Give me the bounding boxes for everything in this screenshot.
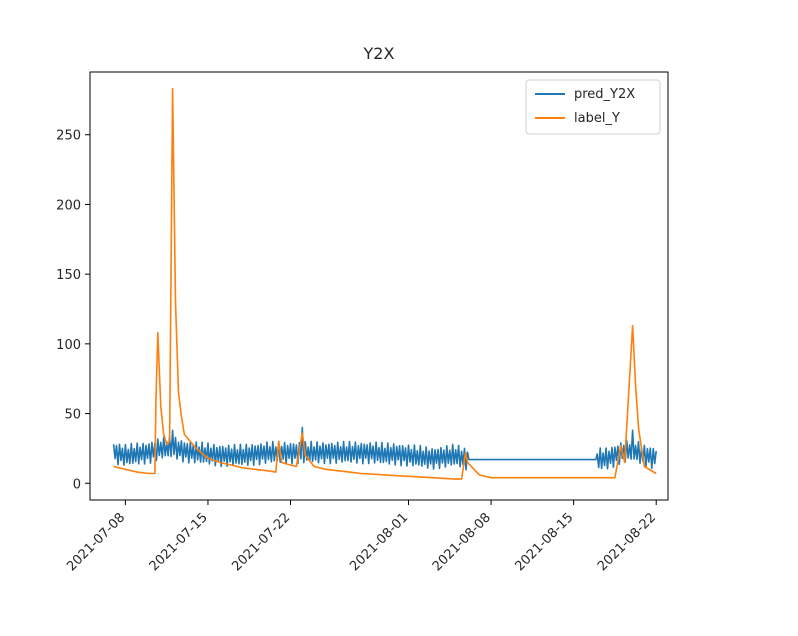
y-axis: 0 50 100 150 200 250 bbox=[56, 129, 90, 492]
x-tick-label: 2021-08-15 bbox=[512, 510, 576, 574]
series-line-label_Y bbox=[113, 87, 657, 480]
x-tick-label: 2021-08-01 bbox=[347, 510, 411, 574]
y-tick-label: 200 bbox=[56, 198, 81, 213]
y-tick-label: 250 bbox=[56, 129, 81, 144]
legend-label-pred: pred_Y2X bbox=[574, 87, 635, 102]
legend: pred_Y2X label_Y bbox=[525, 79, 661, 135]
series-line-pred_Y2X bbox=[112, 426, 657, 471]
y-tick-label: 100 bbox=[56, 338, 81, 353]
legend-label-label: label_Y bbox=[574, 111, 620, 126]
plot-frame bbox=[89, 71, 669, 501]
x-axis: 2021-07-08 2021-07-15 2021-07-22 2021-08-01… bbox=[64, 500, 659, 574]
x-tick-label: 2021-08-22 bbox=[595, 510, 659, 574]
x-tick-label: 2021-07-22 bbox=[229, 510, 293, 574]
x-tick-label: 2021-07-15 bbox=[147, 510, 211, 574]
x-tick-label: 2021-08-08 bbox=[430, 510, 494, 574]
x-tick-label: 2021-07-08 bbox=[64, 510, 128, 574]
chart-title: Y2X bbox=[363, 44, 395, 63]
y-tick-label: 0 bbox=[73, 477, 81, 492]
y-tick-label: 150 bbox=[56, 268, 81, 283]
y-tick-label: 50 bbox=[64, 408, 81, 423]
